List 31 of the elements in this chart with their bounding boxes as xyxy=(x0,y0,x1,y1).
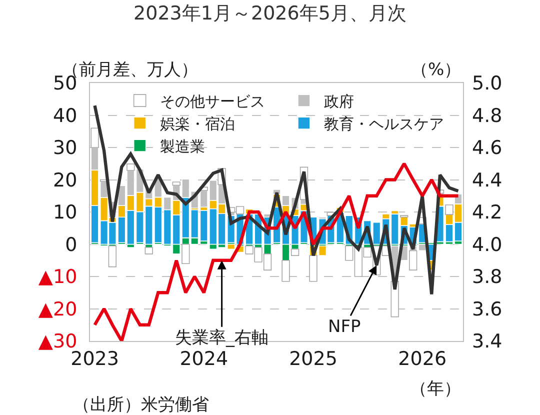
legend-label: 娯楽・宿泊 xyxy=(160,114,235,133)
y2-tick-label: 3.8 xyxy=(472,266,502,288)
y-tick-label: ▲10 xyxy=(38,266,78,288)
text: （出所）米労働省 xyxy=(73,395,209,415)
y-tick-label: 10 xyxy=(53,202,78,224)
y2-tick-label: 4.8 xyxy=(472,104,502,127)
y2-tick-label: 4.0 xyxy=(472,234,502,256)
y2-tick-label: 4.4 xyxy=(472,169,502,192)
legend-label: 製造業 xyxy=(160,137,205,156)
legend-label: 教育・ヘルスケア xyxy=(324,114,444,133)
y-tick-label: 20 xyxy=(53,169,78,192)
legend-label: 政府 xyxy=(324,92,354,110)
y-tick-label: 0 xyxy=(65,234,78,256)
text: （年） xyxy=(410,379,461,399)
y2-tick-label: 5.0 xyxy=(472,72,502,95)
x-tick-label: 2025 xyxy=(289,348,338,370)
series-label: 失業率_右軸 xyxy=(175,328,268,348)
y-tick-label: ▲20 xyxy=(38,298,78,320)
x-tick-label: 2024 xyxy=(180,348,228,370)
y-tick-label: 40 xyxy=(53,104,78,127)
y2-tick-label: 4.6 xyxy=(472,137,502,160)
legend-label: その他サービス xyxy=(160,92,265,110)
x-tick-label: 2026 xyxy=(398,348,447,370)
y2-tick-label: 4.2 xyxy=(472,202,502,224)
x-tick-label: 2023 xyxy=(70,348,119,370)
chart-title: 2023年1月～2026年5月、月次 xyxy=(134,2,406,25)
y-tick-label: 30 xyxy=(53,137,78,160)
y2-tick-label: 3.4 xyxy=(472,330,502,353)
y2-tick-label: 3.6 xyxy=(472,298,502,320)
text: NFP xyxy=(328,317,361,337)
y2-axis-title: （%） xyxy=(411,60,462,80)
